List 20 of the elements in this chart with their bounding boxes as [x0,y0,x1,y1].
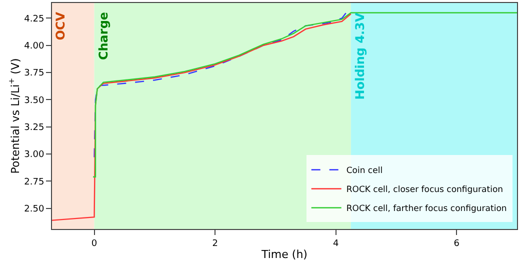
y-tick-label: 3.75 [24,68,44,79]
band-label: Charge [96,12,110,60]
x-tick-label: 6 [454,238,460,249]
x-tick-label: 0 [91,238,98,249]
y-tick-label: 4.25 [24,14,44,24]
legend-label: ROCK cell, farther focus configuration [346,204,507,214]
x-tick-label: 4 [332,238,339,249]
y-tick-label: 2.50 [24,204,44,215]
y-tick-label: 4.00 [24,42,44,52]
x-tick-label: 2 [212,238,218,249]
y-tick-label: 2.75 [24,177,44,188]
line-series [92,12,517,178]
y-tick-label: 3.25 [24,123,44,134]
legend-label: Coin cell [346,166,383,176]
legend-label: ROCK cell, closer focus configuration [346,185,504,196]
x-axis-title: Time (h) [260,248,308,261]
y-tick-label: 3.50 [24,96,44,106]
band-label: Holding 4.3V [353,12,368,100]
y-tick-label: 3.00 [24,150,44,160]
band-label: OCV [54,11,68,40]
